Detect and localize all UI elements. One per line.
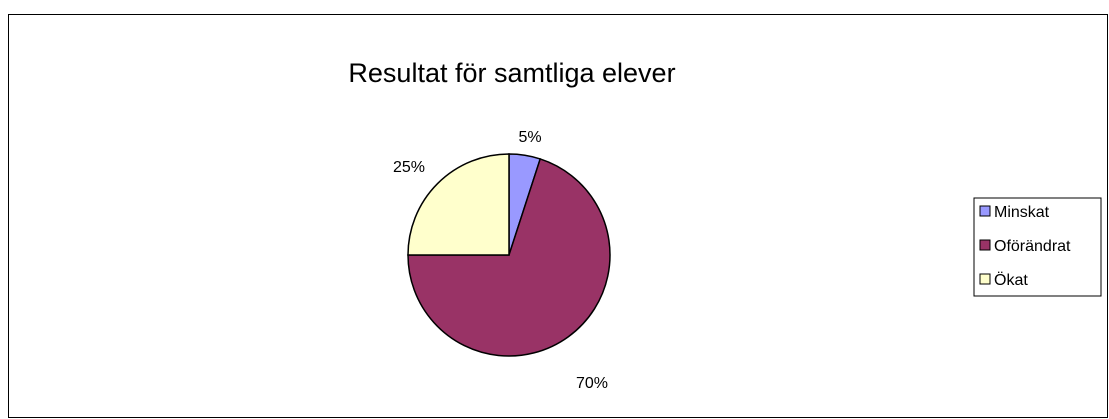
data-label-minskat: 5% — [518, 129, 541, 146]
legend-item-okat: Ökat — [979, 271, 1028, 289]
legend-swatch-minskat — [979, 205, 991, 217]
legend-item-oforandrat: Oförändrat — [979, 238, 1071, 255]
legend-label-minskat: Minskat — [994, 204, 1050, 221]
data-label--kat: 25% — [393, 159, 425, 176]
legend-label-okat: Ökat — [994, 271, 1028, 289]
legend-swatch-oforandrat — [979, 239, 991, 251]
legend-label-oforandrat: Oförändrat — [994, 238, 1071, 255]
pie-data-labels: 5% 70% 25% — [393, 129, 608, 392]
pie-slice--kat — [407, 153, 510, 256]
legend: Minskat Oförändrat Ökat — [973, 197, 1102, 297]
legend-item-minskat: Minskat — [979, 204, 1050, 221]
legend-box — [973, 197, 1102, 297]
legend-swatch-okat — [979, 273, 991, 285]
chart-title: Resultat för samtliga elever — [348, 58, 675, 88]
pie-slice-of-r-ndrat — [407, 157, 611, 357]
data-label-of-r-ndrat: 70% — [576, 375, 608, 392]
pie-slices — [407, 153, 611, 357]
